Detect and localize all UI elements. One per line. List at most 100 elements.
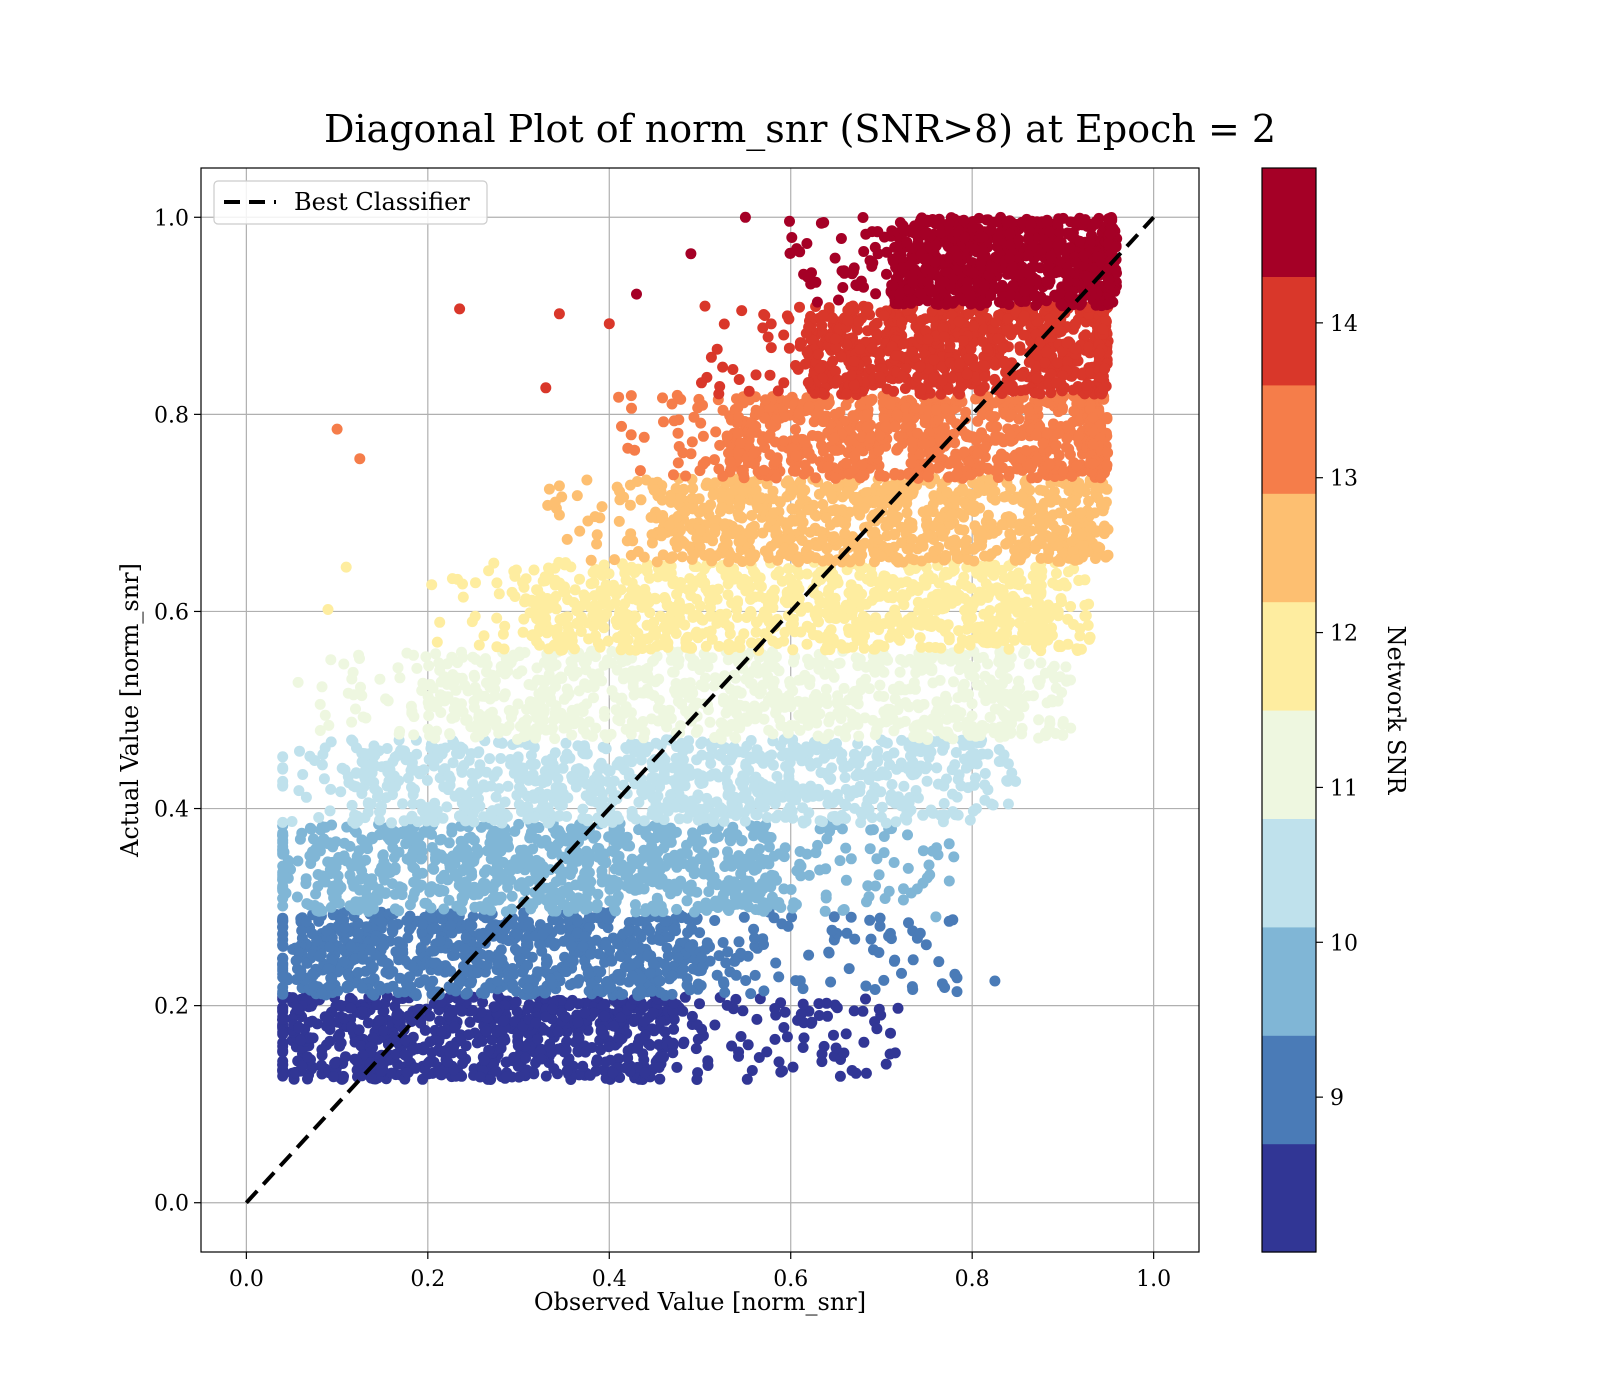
data-point [472, 747, 484, 759]
data-point [879, 893, 891, 904]
data-point [554, 799, 566, 811]
data-point [355, 1040, 367, 1052]
data-point [528, 789, 539, 801]
data-point [628, 939, 640, 951]
data-point [560, 966, 571, 977]
data-point [423, 710, 435, 722]
data-point [829, 810, 841, 822]
data-point [704, 770, 716, 782]
data-point [878, 974, 890, 986]
data-point [969, 748, 980, 759]
data-point [629, 899, 641, 911]
data-point [887, 712, 899, 724]
data-point [399, 1049, 411, 1061]
data-point [358, 769, 370, 781]
data-point [846, 1065, 858, 1076]
data-point [464, 1016, 476, 1028]
data-point [834, 1070, 846, 1082]
data-point [874, 920, 886, 932]
data-point [666, 970, 678, 982]
data-point [479, 867, 490, 879]
data-point [888, 683, 899, 695]
data-point [905, 887, 917, 899]
data-point [585, 876, 597, 888]
data-point [623, 669, 635, 681]
data-point [797, 983, 809, 995]
data-point [508, 969, 520, 981]
data-point [970, 803, 982, 815]
data-point [464, 920, 476, 932]
data-point [582, 813, 594, 825]
data-point [920, 939, 932, 951]
data-point [1009, 634, 1021, 646]
data-point [489, 690, 501, 702]
data-point [352, 967, 364, 978]
data-point [736, 834, 748, 846]
data-point [892, 791, 904, 803]
data-point [910, 785, 922, 796]
data-point [460, 714, 472, 726]
data-point [489, 894, 501, 906]
data-point [827, 797, 839, 808]
data-point [1005, 697, 1017, 709]
data-point [677, 764, 689, 776]
data-point [381, 957, 393, 969]
data-point [694, 927, 706, 939]
data-point [901, 814, 913, 826]
data-point [569, 902, 581, 914]
data-point [1033, 732, 1045, 744]
data-point [768, 850, 780, 862]
data-point [490, 791, 502, 803]
data-point [855, 817, 867, 829]
data-point [488, 771, 500, 782]
data-point [401, 915, 413, 926]
data-point [778, 1022, 790, 1033]
data-point [666, 988, 678, 1000]
data-point [325, 736, 337, 748]
data-point [938, 809, 950, 821]
data-point [479, 988, 490, 1000]
data-point [857, 1005, 869, 1017]
data-point [573, 1032, 585, 1044]
data-point [582, 967, 594, 979]
data-point [573, 685, 585, 697]
data-point [801, 638, 813, 650]
data-point [948, 676, 959, 688]
data-point [305, 858, 317, 869]
data-point [603, 568, 615, 580]
data-point [937, 653, 949, 665]
data-point [604, 883, 616, 895]
data-point [691, 1019, 703, 1031]
data-point [679, 780, 691, 792]
data-point [912, 699, 923, 711]
data-point [621, 831, 633, 843]
data-point [302, 1073, 313, 1085]
data-point [277, 830, 289, 842]
data-point [459, 943, 471, 955]
data-point [935, 642, 947, 654]
data-point [694, 998, 705, 1010]
data-point [644, 967, 656, 979]
data-point [540, 804, 552, 816]
data-point [873, 869, 885, 881]
data-point [646, 840, 658, 852]
data-point [702, 661, 714, 673]
data-point [468, 695, 480, 707]
data-point [766, 869, 778, 881]
data-point [474, 1071, 486, 1083]
data-point [647, 876, 659, 888]
data-point [611, 759, 623, 771]
data-point [431, 848, 443, 860]
data-point [334, 1028, 346, 1040]
data-point [1013, 675, 1025, 687]
data-point [932, 704, 944, 715]
data-point [290, 955, 302, 967]
data-point [577, 940, 589, 952]
data-point [457, 651, 469, 663]
data-point [572, 976, 584, 987]
data-point [551, 788, 563, 800]
data-point [492, 975, 503, 987]
data-point [903, 917, 914, 929]
data-point [548, 894, 560, 906]
data-point [696, 952, 708, 963]
